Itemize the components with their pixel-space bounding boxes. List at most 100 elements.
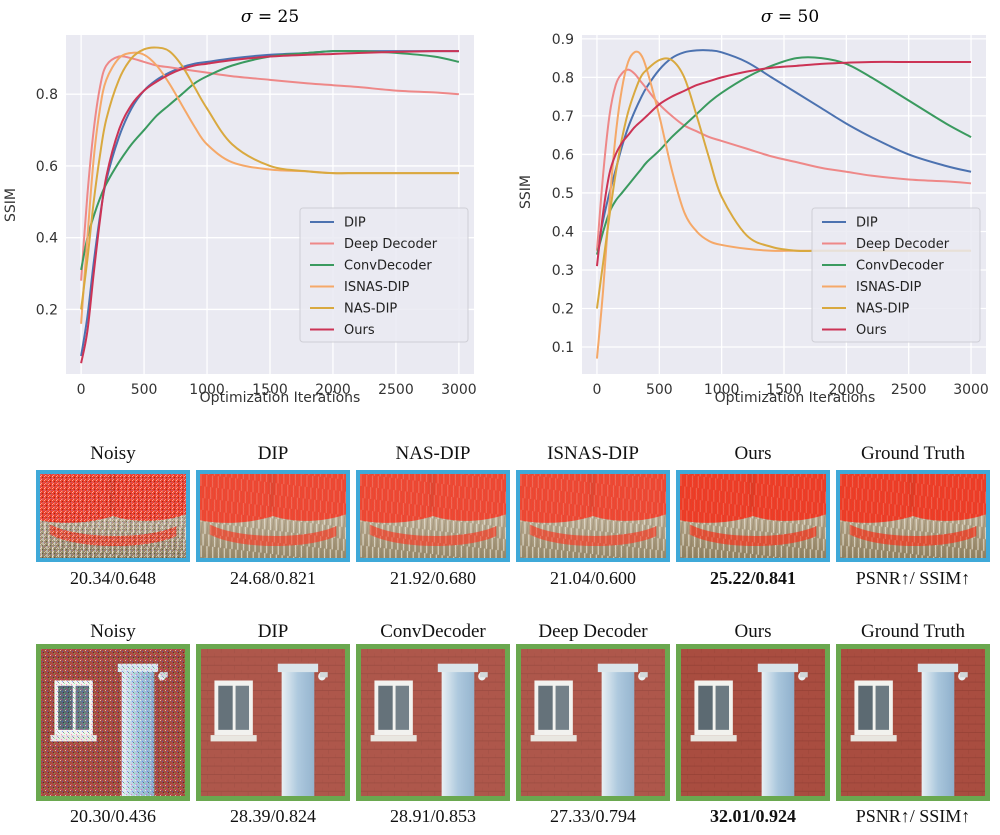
x-tick-label: 2000 [829,382,865,398]
row2-image [516,644,670,801]
chart2-x-ticks: 0 500 1000 1500 2000 2500 3000 [593,382,989,398]
legend-entry: DIP [856,216,878,231]
row2-image [676,644,830,801]
chart2-gridlines [582,35,986,374]
row2-image [196,644,350,801]
legend-box [811,207,981,343]
chart2-y-ticks: 0.1 0.2 0.3 0.4 0.5 0.6 0.7 0.8 0.9 [552,32,574,356]
series-line-ours [80,50,459,364]
x-tick-label: 3000 [953,382,989,398]
x-tick-label: 1500 [766,382,802,398]
image-content [841,649,985,796]
y-tick-label: 0.3 [552,263,574,279]
row2-label: DIP [258,621,289,642]
comparison-row-1: Noisy DIP NAS-DIP ISNAS-DIP Ours Ground Truth… [36,443,990,588]
x-tick-label: 0 [77,382,86,398]
noise-overlay [41,649,185,796]
row2-score: 28.91/0.853 [390,806,476,826]
row2-image [356,644,510,801]
row2-label: ConvDecoder [380,621,486,642]
row1-score: 21.92/0.680 [390,568,476,588]
y-tick-label: 0.8 [552,70,574,86]
chart2-legend: DIP Deep Decoder ConvDecoder ISNAS-DIP NAS-D… [811,207,981,343]
chart1-x-ticks: 0 500 1000 1500 2000 2500 3000 [77,382,477,398]
x-tick-label: 3000 [441,382,477,398]
ssim-chart-sigma-25: σ = 25 0 500 1000 1500 2000 2500 3000 0.20.40.… [3,7,477,406]
row2-image [36,644,190,801]
series-line-deep-decoder [595,68,972,251]
y-tick-label: 0.7 [552,109,574,125]
chart1-title-sigma: σ [241,7,253,27]
legend-box [299,207,469,343]
y-tick-label: 0.4 [552,224,574,240]
legend-entry: ISNAS-DIP [856,280,921,295]
x-tick-label: 500 [131,382,158,398]
y-tick-label: 0.6 [552,147,574,163]
row1-images [36,470,990,562]
row1-image [36,470,190,562]
x-tick-label: 2500 [378,382,414,398]
chart1-series-lines [80,46,460,364]
row2-score: 20.30/0.436 [70,806,156,826]
blur-overlay [200,474,346,558]
row2-score: 28.39/0.824 [230,806,316,826]
y-tick-label: 0.5 [552,186,574,202]
blur-overlay [521,649,665,796]
noise-overlay [40,474,186,558]
row1-score: 25.22/0.841 [710,568,796,588]
ssim-chart-sigma-50: σ = 50 0 500 1000 1500 2000 2500 3000 0.10.20.… [518,7,989,406]
row1-image [356,470,510,562]
row2-image [836,644,990,801]
chart2-xlabel: Optimization Iterations [715,390,876,406]
row1-score: 21.04/0.600 [550,568,636,588]
row2-images [36,644,990,801]
legend-entry: NAS-DIP [856,302,909,317]
row1-label: Ground Truth [861,443,965,464]
y-tick-label: 0.2 [36,302,58,318]
row1-image [836,470,990,562]
chart1-title: σ = 25 [241,7,299,27]
series-line-convdecoder [595,56,972,255]
row1-score: 20.34/0.648 [70,568,156,588]
row1-label: Noisy [90,443,136,464]
row2-score: PSNR↑/ SSIM↑ [856,806,971,826]
legend-entry: ConvDecoder [344,259,432,274]
row2-scores: 20.30/0.436 28.39/0.824 28.91/0.853 27.33/0… [70,806,970,826]
legend-entry: Ours [856,323,887,338]
blur-overlay [360,474,506,558]
chart2-title-value: = 50 [772,7,819,27]
y-tick-label: 0.1 [552,340,574,356]
row1-labels: Noisy DIP NAS-DIP ISNAS-DIP Ours Ground Truth [90,443,965,464]
series-line-dip [595,49,972,251]
image-content [840,474,986,558]
legend-entry: DIP [344,216,366,231]
x-tick-label: 1000 [189,382,225,398]
row2-label: Ground Truth [861,621,965,642]
series-line-convdecoder [80,49,460,271]
row1-image [516,470,670,562]
legend-entry: ConvDecoder [856,259,944,274]
chart1-legend: DIP Deep Decoder ConvDecoder ISNAS-DIP NAS-D… [299,207,469,343]
row2-label: Deep Decoder [538,621,648,642]
x-tick-label: 2000 [315,382,351,398]
row1-scores: 20.34/0.648 24.68/0.821 21.92/0.680 21.04/0… [70,568,970,588]
row2-label: Ours [735,621,772,642]
row1-label: NAS-DIP [396,443,471,464]
row2-label: Noisy [90,621,136,642]
chart2-title-sigma: σ [761,7,773,27]
row1-image [676,470,830,562]
blur-overlay [520,474,666,558]
x-tick-label: 0 [593,382,602,398]
image-content [680,474,826,558]
y-tick-label: 0.8 [36,87,58,103]
image-content [681,649,825,796]
row2-score: 32.01/0.924 [710,806,796,826]
chart1-title-value: = 25 [252,7,299,27]
series-line-ours [595,60,972,267]
row1-label: ISNAS-DIP [547,443,639,464]
row1-image [196,470,350,562]
y-tick-label: 0.2 [552,302,574,318]
blur-overlay [361,649,505,796]
chart1-y-ticks: 0.2 0.4 0.6 0.8 [36,87,58,318]
